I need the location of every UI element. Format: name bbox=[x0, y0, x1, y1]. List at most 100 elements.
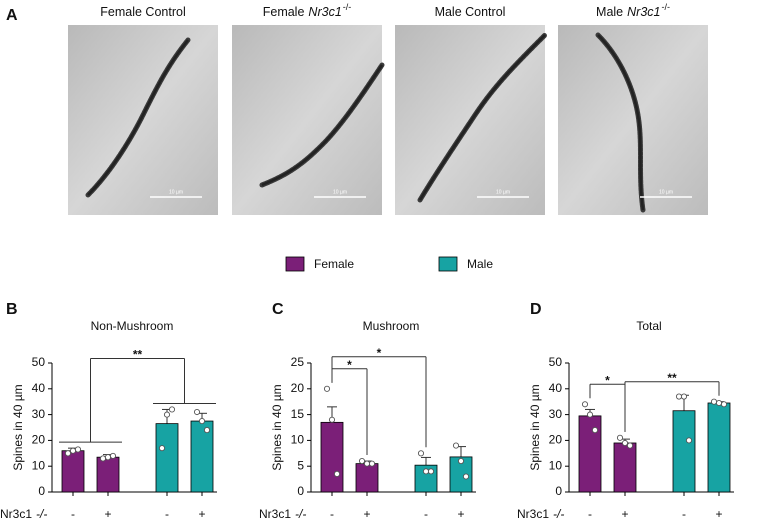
data-point bbox=[675, 393, 683, 400]
y-tick-label: 40 bbox=[32, 381, 46, 395]
x-tick-label: - bbox=[165, 507, 169, 521]
y-tick-label: 20 bbox=[549, 433, 563, 447]
y-tick-label: 30 bbox=[32, 407, 46, 421]
dendrite-core bbox=[418, 34, 546, 201]
y-tick-label: 5 bbox=[297, 458, 304, 472]
micrograph bbox=[232, 25, 382, 215]
data-point bbox=[104, 454, 112, 461]
data-point bbox=[457, 457, 465, 465]
data-point bbox=[616, 434, 624, 441]
data-point bbox=[323, 385, 331, 392]
data-point bbox=[368, 460, 376, 467]
image-title-part: -/- bbox=[343, 2, 352, 12]
data-point bbox=[74, 446, 82, 453]
image-title: Female Nr3c1-/- bbox=[263, 2, 352, 19]
significance: ** bbox=[133, 348, 143, 362]
data-point bbox=[198, 417, 206, 425]
data-point bbox=[685, 437, 693, 444]
row-label: Nr3c1 -/- bbox=[259, 507, 306, 521]
dendrite-core bbox=[261, 64, 384, 187]
x-tick-label: + bbox=[198, 507, 205, 521]
data-point bbox=[720, 401, 728, 408]
legend-swatch bbox=[285, 256, 305, 272]
y-axis-label: Spines in 40 µm bbox=[11, 384, 25, 470]
image-title-part: Female Control bbox=[100, 5, 185, 19]
data-point bbox=[417, 450, 425, 457]
x-tick-label: + bbox=[621, 507, 628, 521]
data-point bbox=[422, 468, 430, 475]
x-tick-label: - bbox=[330, 507, 334, 521]
data-point bbox=[358, 457, 366, 465]
data-point bbox=[64, 450, 72, 457]
x-tick-label: + bbox=[715, 507, 722, 521]
significance: * bbox=[605, 373, 610, 387]
data-point bbox=[581, 401, 589, 408]
scale-bar-label: 10 µm bbox=[333, 189, 347, 195]
y-tick-label: 50 bbox=[32, 355, 46, 369]
data-point bbox=[715, 399, 723, 407]
data-point bbox=[158, 445, 166, 452]
data-point bbox=[586, 411, 594, 418]
legend-swatch bbox=[438, 256, 458, 272]
x-tick-label: - bbox=[71, 507, 75, 521]
y-tick-label: 10 bbox=[32, 458, 46, 472]
row-label-part: -/- bbox=[553, 507, 564, 521]
data-point bbox=[710, 398, 718, 405]
row-label: Nr3c1 -/- bbox=[517, 507, 564, 521]
x-tick-label: - bbox=[588, 507, 592, 521]
data-point bbox=[462, 473, 470, 480]
y-axis-label: Spines in 40 µm bbox=[270, 384, 284, 470]
bar bbox=[578, 415, 602, 493]
panel-letter: C bbox=[272, 301, 284, 318]
scale-bar-label: 10 µm bbox=[169, 189, 183, 195]
y-tick-label: 50 bbox=[549, 355, 563, 369]
y-tick-label: 20 bbox=[291, 381, 305, 395]
scale-bar-label: 10 µm bbox=[659, 189, 673, 195]
row-label: Nr3c1 -/- bbox=[0, 507, 47, 521]
y-tick-label: 15 bbox=[291, 407, 305, 421]
y-tick-label: 30 bbox=[549, 407, 563, 421]
bar bbox=[190, 420, 214, 493]
data-point bbox=[626, 442, 634, 449]
data-point bbox=[163, 411, 171, 418]
bar bbox=[672, 410, 696, 493]
image-title-part: Nr3c1 bbox=[308, 5, 341, 19]
data-point bbox=[168, 406, 176, 413]
chart-title: Non-Mushroom bbox=[91, 319, 174, 333]
image-title-part: Nr3c1 bbox=[627, 5, 660, 19]
data-point bbox=[452, 442, 460, 449]
data-point bbox=[193, 408, 201, 416]
data-point bbox=[203, 427, 211, 434]
legend-label: Female bbox=[314, 257, 354, 271]
data-point bbox=[69, 447, 77, 454]
x-tick-label: + bbox=[363, 507, 370, 521]
bar bbox=[707, 402, 731, 493]
panel-letter: D bbox=[530, 301, 542, 318]
y-tick-label: 25 bbox=[291, 355, 305, 369]
x-tick-label: - bbox=[424, 507, 428, 521]
row-label-part: Nr3c1 bbox=[259, 507, 291, 521]
x-tick-label: + bbox=[457, 507, 464, 521]
bar bbox=[155, 423, 179, 493]
y-tick-label: 40 bbox=[549, 381, 563, 395]
dendrite-core bbox=[597, 34, 645, 211]
row-label-part: Nr3c1 bbox=[0, 507, 32, 521]
data-point bbox=[363, 460, 371, 467]
chart-title: Total bbox=[636, 319, 661, 333]
panel-letter: B bbox=[6, 301, 18, 318]
row-label-part: -/- bbox=[36, 507, 47, 521]
y-tick-label: 20 bbox=[32, 433, 46, 447]
bar bbox=[61, 450, 85, 493]
x-tick-label: + bbox=[104, 507, 111, 521]
row-label-part: Nr3c1 bbox=[517, 507, 549, 521]
data-point bbox=[680, 393, 688, 400]
image-title-part: Male bbox=[596, 5, 623, 19]
bar bbox=[449, 456, 473, 493]
bar bbox=[96, 456, 120, 493]
image-title: Male Control bbox=[435, 5, 506, 19]
y-tick-label: 10 bbox=[549, 458, 563, 472]
bar bbox=[355, 463, 379, 493]
chart-title: Mushroom bbox=[363, 319, 420, 333]
data-point bbox=[99, 455, 107, 462]
